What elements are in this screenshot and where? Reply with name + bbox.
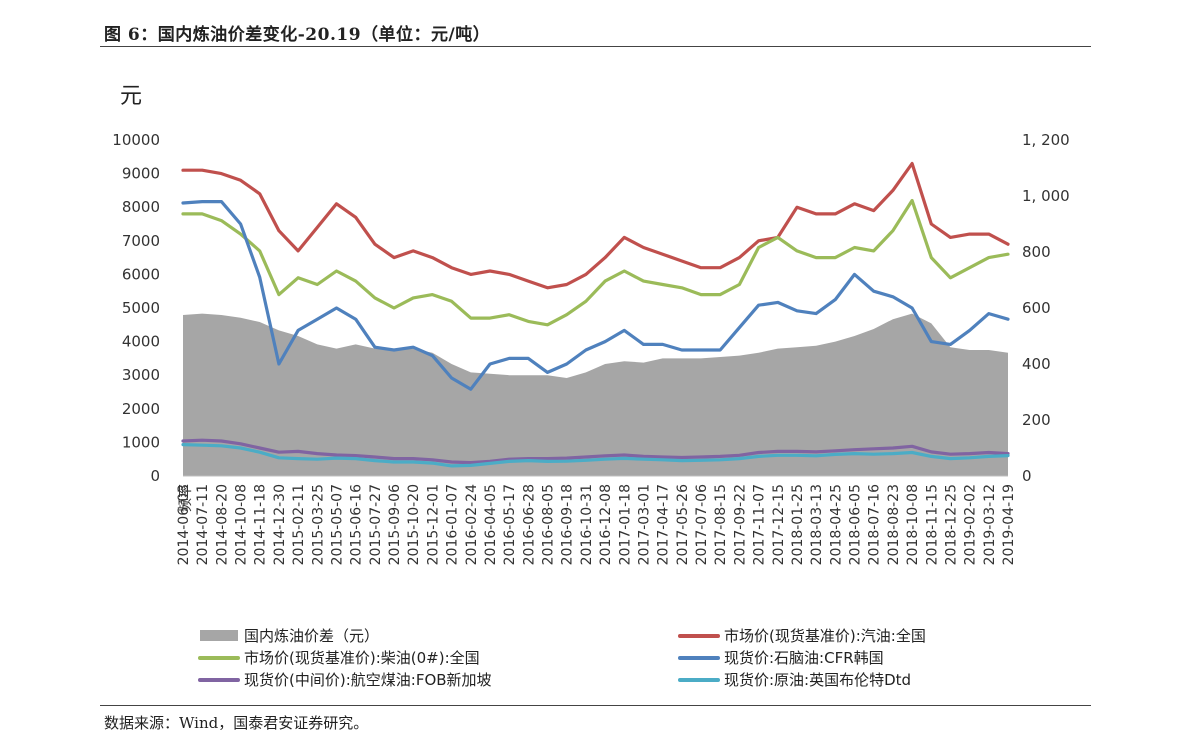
series-line-5	[181, 443, 1010, 468]
legend-label: 现货价:原油:英国布伦特Dtd	[724, 671, 911, 689]
y-axis-right: 1, 200 1, 000 800 600 400 200 0	[1022, 131, 1070, 485]
x-tick-label: 2018-06-05	[848, 484, 864, 565]
x-tick-label: 2014-10-08	[234, 484, 250, 565]
legend-label: 市场价(现货基准价):柴油(0#):全国	[244, 649, 480, 667]
x-tick-label: 2019-03-12	[982, 484, 998, 565]
x-tick-label: 2017-12-15	[771, 484, 787, 565]
x-tick-label: 2015-03-25	[310, 484, 326, 565]
y-left-tick-label: 10000	[112, 131, 160, 149]
x-tick-label: 2015-10-20	[406, 484, 422, 565]
x-tick-label: 2016-08-05	[541, 484, 557, 565]
x-tick-label: 2015-05-07	[330, 484, 346, 565]
x-tick-label: 2014-12-30	[272, 484, 288, 565]
legend-label: 现货价(中间价):航空煤油:FOB新加坡	[244, 671, 492, 689]
x-tick-label: 2017-09-22	[732, 484, 748, 565]
source-divider	[100, 705, 1091, 706]
legend-label: 市场价(现货基准价):汽油:全国	[724, 627, 926, 645]
x-tick-label: 2018-01-25	[790, 484, 806, 565]
x-tick-label: 2017-08-15	[713, 484, 729, 565]
x-tick-label: 2014-07-11	[195, 484, 211, 565]
x-tick-label: 2018-11-15	[924, 484, 940, 565]
title-divider	[100, 46, 1091, 47]
y-left-tick-label: 2000	[122, 400, 160, 418]
x-tick-label: 2019-02-02	[963, 484, 979, 565]
x-tick-label: 2017-03-01	[637, 484, 653, 565]
series-line-1	[181, 161, 1010, 290]
y-left-tick-label: 9000	[122, 165, 160, 183]
y-left-tick-label: 0	[150, 467, 160, 485]
x-tick-label: 2018-03-13	[809, 484, 825, 565]
y-right-tick-label: 600	[1022, 299, 1051, 317]
chart: 1000090008000700060005000400030002000100…	[112, 131, 1070, 689]
legend-swatch	[200, 630, 238, 641]
x-tick-label: 2018-10-08	[905, 484, 921, 565]
x-tick-label: 2017-01-18	[617, 484, 633, 565]
legend-label: 现货价:石脑油:CFR韩国	[724, 649, 884, 667]
x-tick-label: 2015-09-06	[387, 484, 403, 565]
line-layer	[181, 161, 1010, 468]
y-left-tick-label: 3000	[122, 366, 160, 384]
x-frequency-label: 频率	[177, 484, 194, 512]
x-tick-label: 2016-12-08	[598, 484, 614, 565]
x-tick-label: 2014-08-20	[214, 484, 230, 565]
y-right-tick-label: 200	[1022, 411, 1051, 429]
x-tick-label: 2018-08-23	[886, 484, 902, 565]
y-axis-left: 1000090008000700060005000400030002000100…	[112, 131, 160, 485]
y-left-tick-label: 7000	[122, 232, 160, 250]
x-tick-label: 2016-02-24	[464, 484, 480, 565]
series-area-0	[183, 313, 1008, 476]
x-tick-label: 2018-04-25	[828, 484, 844, 565]
x-tick-label: 2019-04-19	[1001, 484, 1017, 565]
x-tick-label: 2016-06-28	[521, 484, 537, 565]
x-tick-label: 2018-12-25	[943, 484, 959, 565]
x-tick-label: 2016-05-17	[502, 484, 518, 565]
page-title: 图 6：国内炼油价差变化-20.19（单位：元/吨）	[104, 25, 491, 45]
x-tick-label: 2014-06-03	[176, 484, 192, 565]
y-left-tick-label: 4000	[122, 333, 160, 351]
x-tick-label: 2015-06-16	[349, 484, 365, 565]
x-tick-label: 2015-02-11	[291, 484, 307, 565]
x-tick-label: 2015-07-27	[368, 484, 384, 565]
legend-label: 国内炼油价差（元）	[244, 627, 379, 645]
y-left-tick-label: 1000	[122, 433, 160, 451]
x-tick-label: 2018-07-16	[867, 484, 883, 565]
y-right-tick-label: 1, 000	[1022, 187, 1070, 205]
x-tick-label: 2017-07-06	[694, 484, 710, 565]
x-tick-label: 2016-04-05	[483, 484, 499, 565]
series-line-2	[181, 198, 1010, 327]
x-tick-label: 2015-12-01	[425, 484, 441, 565]
source-note: 数据来源：Wind，国泰君安证券研究。	[104, 714, 369, 732]
x-tick-label: 2016-01-07	[445, 484, 461, 565]
x-tick-label: 2017-05-26	[675, 484, 691, 565]
x-tick-label: 2017-04-17	[656, 484, 672, 565]
series-line-3	[181, 200, 1010, 391]
x-tick-label: 2014-11-18	[253, 484, 269, 565]
y-left-tick-label: 6000	[122, 265, 160, 283]
y-left-tick-label: 5000	[122, 299, 160, 317]
x-tick-label: 2016-09-18	[560, 484, 576, 565]
unit-label: 元	[120, 84, 143, 109]
y-right-tick-label: 800	[1022, 243, 1051, 261]
x-tick-label: 2016-10-31	[579, 484, 595, 565]
y-right-tick-label: 0	[1022, 467, 1032, 485]
y-right-tick-label: 400	[1022, 355, 1051, 373]
series-line-4	[181, 438, 1010, 465]
y-right-tick-label: 1, 200	[1022, 131, 1070, 149]
legend: 国内炼油价差（元） 市场价(现货基准价):汽油:全国市场价(现货基准价):柴油(0…	[198, 627, 926, 689]
x-tick-label: 2017-11-07	[752, 484, 768, 565]
y-left-tick-label: 8000	[122, 198, 160, 216]
area-layer	[183, 313, 1008, 476]
